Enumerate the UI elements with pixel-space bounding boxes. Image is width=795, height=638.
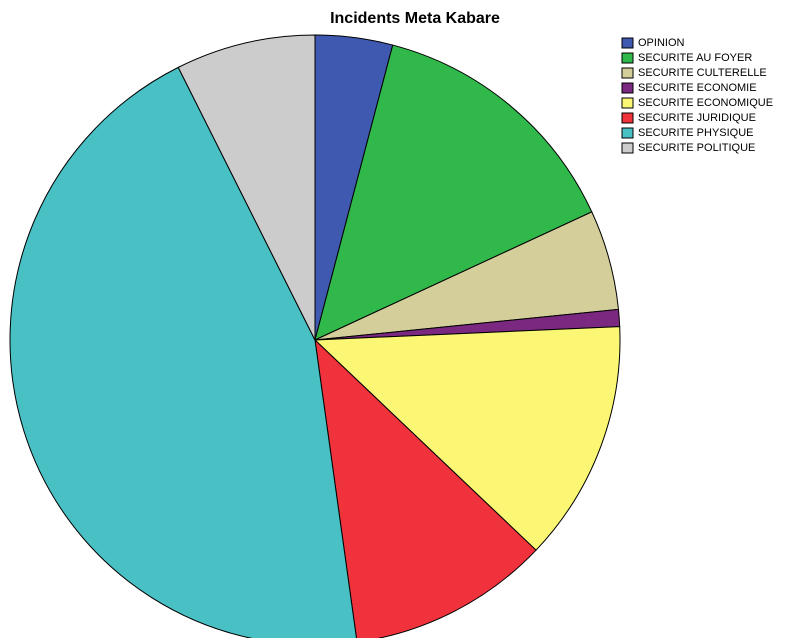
legend-label: SECURITE ECONOMIE (638, 82, 757, 94)
legend-label: SECURITE ECONOMIQUE (638, 97, 773, 109)
legend-swatch (621, 142, 634, 154)
legend-swatch (621, 127, 634, 139)
pie-slice (177, 34, 316, 341)
legend-label: SECURITE PHYSIQUE (638, 127, 754, 139)
legend-label: SECURITE CULTERELLE (638, 67, 767, 79)
legend-swatch (621, 97, 634, 109)
pie-slice (313, 326, 621, 551)
legend-swatch (621, 37, 634, 49)
legend-swatch (621, 112, 634, 124)
legend-swatch (621, 82, 634, 94)
legend-swatch (621, 67, 634, 79)
pie-slice (314, 44, 593, 341)
legend-swatch (621, 52, 634, 64)
pie-slice (314, 338, 537, 638)
legend-label: SECURITE JURIDIQUE (638, 112, 756, 124)
chart-title: Incidents Meta Kabare (330, 10, 500, 27)
legend-label: OPINION (638, 37, 685, 49)
legend-label: SECURITE AU FOYER (638, 52, 752, 64)
legend-label: SECURITE POLITIQUE (638, 142, 755, 154)
pie-slice (9, 66, 357, 638)
